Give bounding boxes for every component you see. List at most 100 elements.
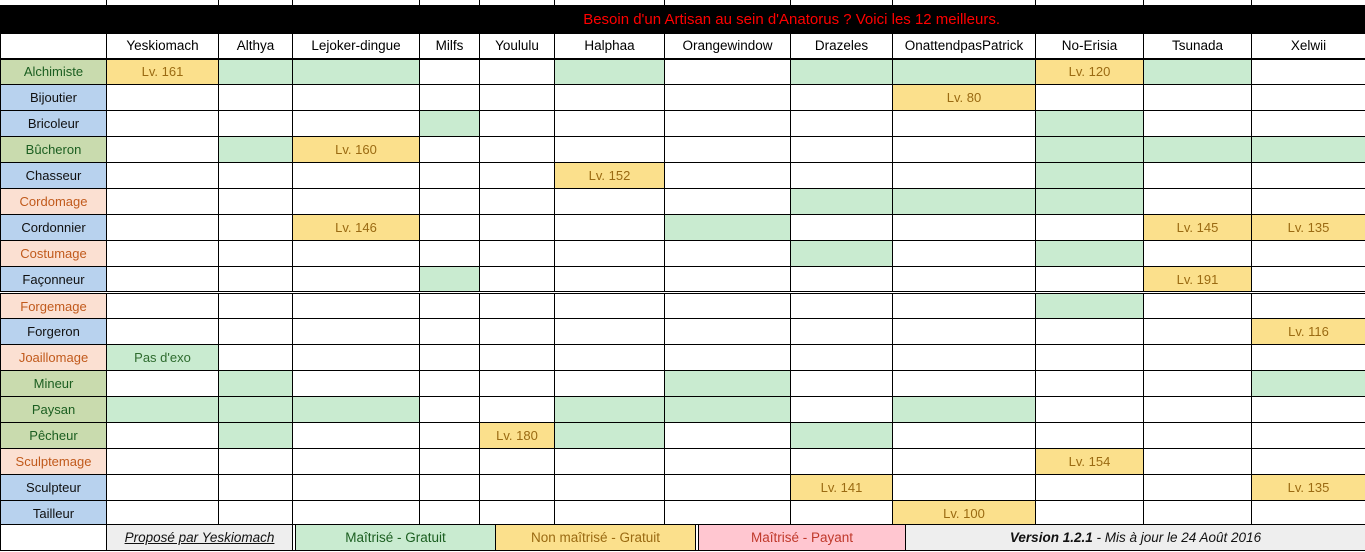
cell-r8-c2[interactable] xyxy=(292,266,420,293)
cell-r15-c0[interactable] xyxy=(106,448,219,475)
cell-r0-c4[interactable] xyxy=(479,58,555,85)
row-label-13[interactable]: Paysan xyxy=(0,396,107,423)
cell-r17-c3[interactable] xyxy=(419,500,480,527)
cell-r4-c4[interactable] xyxy=(479,162,555,189)
cell-r9-c0[interactable] xyxy=(106,291,219,319)
cell-r3-c2[interactable]: Lv. 160 xyxy=(292,136,420,163)
cell-r10-c6[interactable] xyxy=(664,318,791,345)
cell-r8-c5[interactable] xyxy=(554,266,665,293)
cell-r11-c9[interactable] xyxy=(1035,344,1144,371)
cell-r13-c11[interactable] xyxy=(1251,396,1365,423)
cell-r3-c3[interactable] xyxy=(419,136,480,163)
cell-r1-c11[interactable] xyxy=(1251,84,1365,111)
cell-r0-c1[interactable] xyxy=(218,58,293,85)
cell-r1-c3[interactable] xyxy=(419,84,480,111)
cell-r14-c2[interactable] xyxy=(292,422,420,449)
cell-r5-c9[interactable] xyxy=(1035,188,1144,215)
cell-r11-c6[interactable] xyxy=(664,344,791,371)
cell-r13-c9[interactable] xyxy=(1035,396,1144,423)
cell-r9-c9[interactable] xyxy=(1035,291,1144,319)
cell-r14-c9[interactable] xyxy=(1035,422,1144,449)
row-label-11[interactable]: Joaillomage xyxy=(0,344,107,371)
cell-r3-c6[interactable] xyxy=(664,136,791,163)
cell-r10-c10[interactable] xyxy=(1143,318,1252,345)
cell-r9-c5[interactable] xyxy=(554,291,665,319)
cell-r2-c9[interactable] xyxy=(1035,110,1144,137)
column-header-7[interactable]: Drazeles xyxy=(790,33,893,60)
cell-r17-c2[interactable] xyxy=(292,500,420,527)
cell-r13-c0[interactable] xyxy=(106,396,219,423)
cell-r8-c7[interactable] xyxy=(790,266,893,293)
cell-r4-c6[interactable] xyxy=(664,162,791,189)
cell-r11-c3[interactable] xyxy=(419,344,480,371)
cell-r0-c7[interactable] xyxy=(790,58,893,85)
cell-r11-c2[interactable] xyxy=(292,344,420,371)
cell-r11-c8[interactable] xyxy=(892,344,1036,371)
cell-r2-c0[interactable] xyxy=(106,110,219,137)
cell-r0-c11[interactable] xyxy=(1251,58,1365,85)
cell-r4-c8[interactable] xyxy=(892,162,1036,189)
column-header-3[interactable]: Milfs xyxy=(419,33,480,60)
row-label-0[interactable]: Alchimiste xyxy=(0,58,107,85)
cell-r6-c7[interactable] xyxy=(790,214,893,241)
cell-r14-c6[interactable] xyxy=(664,422,791,449)
cell-r16-c9[interactable] xyxy=(1035,474,1144,501)
cell-r15-c2[interactable] xyxy=(292,448,420,475)
cell-r17-c4[interactable] xyxy=(479,500,555,527)
cell-r12-c10[interactable] xyxy=(1143,370,1252,397)
cell-r3-c10[interactable] xyxy=(1143,136,1252,163)
cell-r15-c4[interactable] xyxy=(479,448,555,475)
cell-r15-c3[interactable] xyxy=(419,448,480,475)
cell-r9-c6[interactable] xyxy=(664,291,791,319)
cell-r7-c11[interactable] xyxy=(1251,240,1365,267)
cell-r7-c2[interactable] xyxy=(292,240,420,267)
cell-r4-c5[interactable]: Lv. 152 xyxy=(554,162,665,189)
cell-r9-c11[interactable] xyxy=(1251,291,1365,319)
cell-r3-c4[interactable] xyxy=(479,136,555,163)
cell-r10-c3[interactable] xyxy=(419,318,480,345)
cell-r5-c6[interactable] xyxy=(664,188,791,215)
cell-r8-c1[interactable] xyxy=(218,266,293,293)
column-header-2[interactable]: Lejoker-dingue xyxy=(292,33,420,60)
cell-r7-c4[interactable] xyxy=(479,240,555,267)
column-header-8[interactable]: OnattendpasPatrick xyxy=(892,33,1036,60)
cell-r5-c10[interactable] xyxy=(1143,188,1252,215)
cell-r2-c5[interactable] xyxy=(554,110,665,137)
cell-r5-c7[interactable] xyxy=(790,188,893,215)
row-label-12[interactable]: Mineur xyxy=(0,370,107,397)
cell-r4-c7[interactable] xyxy=(790,162,893,189)
cell-r7-c3[interactable] xyxy=(419,240,480,267)
cell-r8-c4[interactable] xyxy=(479,266,555,293)
cell-r9-c8[interactable] xyxy=(892,291,1036,319)
cell-r7-c7[interactable] xyxy=(790,240,893,267)
cell-r1-c8[interactable]: Lv. 80 xyxy=(892,84,1036,111)
cell-r4-c3[interactable] xyxy=(419,162,480,189)
cell-r10-c4[interactable] xyxy=(479,318,555,345)
cell-r10-c1[interactable] xyxy=(218,318,293,345)
cell-r12-c2[interactable] xyxy=(292,370,420,397)
cell-r10-c7[interactable] xyxy=(790,318,893,345)
cell-r0-c0[interactable]: Lv. 161 xyxy=(106,58,219,85)
cell-r13-c6[interactable] xyxy=(664,396,791,423)
cell-r1-c10[interactable] xyxy=(1143,84,1252,111)
cell-r3-c0[interactable] xyxy=(106,136,219,163)
cell-r0-c5[interactable] xyxy=(554,58,665,85)
cell-r14-c5[interactable] xyxy=(554,422,665,449)
cell-r8-c11[interactable] xyxy=(1251,266,1365,293)
cell-r15-c11[interactable] xyxy=(1251,448,1365,475)
cell-r11-c4[interactable] xyxy=(479,344,555,371)
cell-r1-c1[interactable] xyxy=(218,84,293,111)
cell-r4-c0[interactable] xyxy=(106,162,219,189)
cell-r0-c2[interactable] xyxy=(292,58,420,85)
cell-r11-c1[interactable] xyxy=(218,344,293,371)
cell-r15-c8[interactable] xyxy=(892,448,1036,475)
cell-r7-c0[interactable] xyxy=(106,240,219,267)
column-header-1[interactable]: Althya xyxy=(218,33,293,60)
cell-r7-c9[interactable] xyxy=(1035,240,1144,267)
cell-r7-c1[interactable] xyxy=(218,240,293,267)
row-label-1[interactable]: Bijoutier xyxy=(0,84,107,111)
cell-r6-c3[interactable] xyxy=(419,214,480,241)
cell-r16-c4[interactable] xyxy=(479,474,555,501)
cell-r12-c11[interactable] xyxy=(1251,370,1365,397)
cell-r14-c7[interactable] xyxy=(790,422,893,449)
